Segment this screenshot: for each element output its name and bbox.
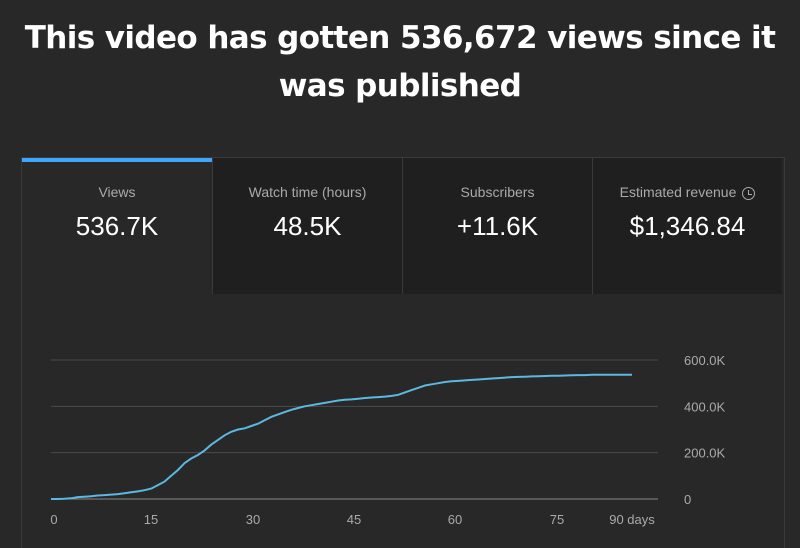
clock-icon[interactable]: [742, 187, 756, 200]
tab-watch-time-label: Watch time (hours): [248, 184, 367, 200]
metric-tabs: Views 536.7K Watch time (hours) 48.5K Su…: [22, 158, 784, 294]
views-series-line: [51, 373, 632, 500]
y-tick-label: 600.0K: [684, 353, 726, 368]
analytics-card: Views 536.7K Watch time (hours) 48.5K Su…: [21, 157, 785, 548]
tab-views-value: 536.7K: [75, 211, 159, 241]
tab-subscribers-value: +11.6K: [456, 211, 539, 241]
tab-estimated-revenue[interactable]: Estimated revenue $1,346.84: [592, 158, 782, 294]
x-tick-label: 90 days: [609, 512, 655, 527]
x-tick-label: 60: [448, 512, 462, 527]
x-tick-label: 15: [144, 512, 158, 527]
tab-watch-time[interactable]: Watch time (hours) 48.5K: [212, 158, 402, 294]
chart-gridlines: [51, 359, 658, 500]
tab-estimated-revenue-label: Estimated revenue: [619, 184, 737, 200]
y-tick-label: 400.0K: [684, 399, 726, 414]
y-axis-labels: 0 200.0K 400.0K 600.0K: [684, 353, 726, 507]
x-tick-label: 45: [347, 512, 361, 527]
tab-subscribers-label: Subscribers: [460, 184, 535, 200]
x-tick-label: 75: [550, 512, 564, 527]
tab-estimated-revenue-value: $1,346.84: [629, 211, 746, 241]
x-axis-labels: 0 15 30 45 60 75 90 days: [50, 512, 655, 527]
y-tick-label: 200.0K: [684, 446, 726, 461]
x-tick-label: 30: [246, 512, 260, 527]
y-tick-label: 0: [684, 492, 691, 507]
tab-watch-time-value: 48.5K: [273, 211, 342, 241]
tab-subscribers[interactable]: Subscribers +11.6K: [402, 158, 592, 294]
tab-estimated-revenue-label-row: Estimated revenue: [593, 184, 782, 200]
tab-views[interactable]: Views 536.7K: [22, 158, 212, 294]
headline: This video has gotten 536,672 views sinc…: [24, 20, 776, 104]
tab-views-label: Views: [98, 184, 136, 200]
x-tick-label: 0: [50, 512, 57, 527]
